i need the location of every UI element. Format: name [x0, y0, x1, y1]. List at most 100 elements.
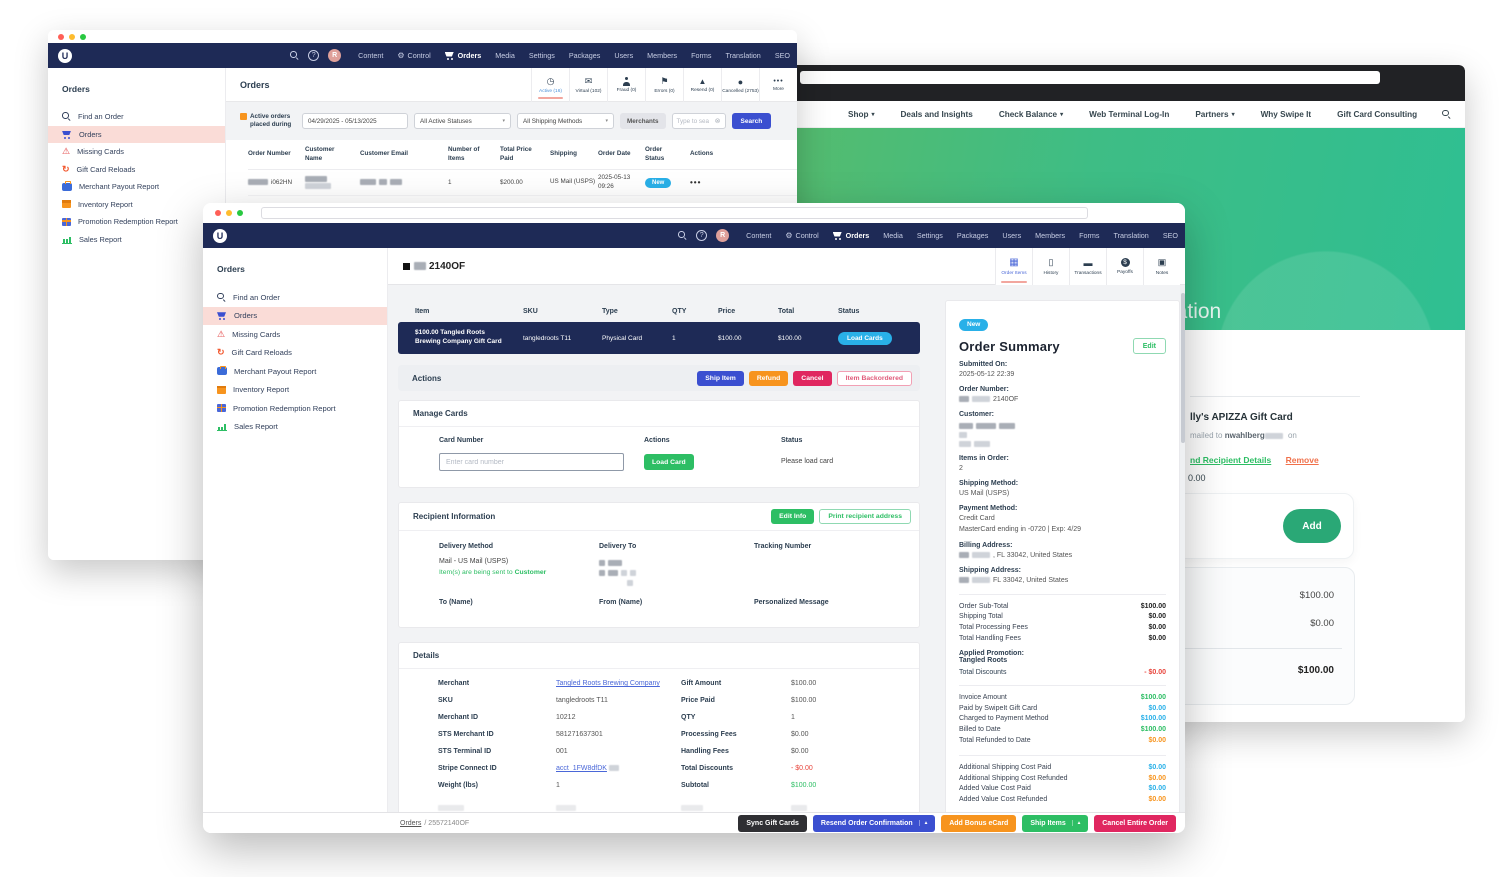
- scrollbar[interactable]: [1180, 285, 1185, 812]
- top-nav-item[interactable]: Orders: [438, 43, 489, 72]
- close-button[interactable]: [215, 210, 221, 216]
- edit-recipient-details-link[interactable]: nd Recipient Details: [1190, 455, 1272, 465]
- sidebar-item[interactable]: Sales Report: [48, 231, 225, 249]
- add-button[interactable]: Add: [1283, 509, 1341, 543]
- status-tab[interactable]: Virtual (102): [569, 68, 607, 102]
- avatar[interactable]: R: [716, 229, 730, 242]
- site-nav-item[interactable]: Check Balance ▾: [998, 109, 1064, 119]
- top-nav-item[interactable]: Forms: [691, 51, 712, 60]
- card-number-input[interactable]: [439, 453, 624, 471]
- site-nav-item[interactable]: Why Swipe It: [1260, 109, 1312, 119]
- sidebar-item[interactable]: Orders: [48, 125, 225, 143]
- sidebar-item[interactable]: Gift Card Reloads: [203, 344, 387, 363]
- avatar[interactable]: R: [328, 49, 342, 62]
- status-tab[interactable]: Errors (0): [645, 68, 683, 102]
- url-bar[interactable]: [800, 71, 1380, 84]
- top-nav-item[interactable]: Packages: [956, 231, 989, 240]
- zoom-button[interactable]: [80, 33, 86, 40]
- date-range-input[interactable]: 04/29/2025 - 05/13/2025: [302, 113, 408, 129]
- top-nav-item[interactable]: Translation: [1113, 231, 1149, 240]
- top-nav-item[interactable]: Control: [390, 43, 437, 68]
- top-nav-item[interactable]: Users: [614, 51, 634, 60]
- view-tab[interactable]: Transactions: [1069, 248, 1106, 285]
- top-nav-item[interactable]: Settings: [528, 51, 555, 60]
- status-tab[interactable]: Resend (0): [683, 68, 721, 102]
- sidebar-item[interactable]: Promotion Redemption Report: [203, 399, 387, 418]
- search-button[interactable]: Search: [731, 113, 772, 129]
- zoom-button[interactable]: [237, 210, 243, 216]
- view-tab[interactable]: Payoffs: [1106, 248, 1143, 285]
- top-nav-item[interactable]: Users: [1002, 231, 1022, 240]
- sidebar-item[interactable]: Missing Cards: [48, 143, 225, 161]
- site-nav-item[interactable]: Web Terminal Log-In: [1089, 109, 1170, 119]
- view-tab[interactable]: Order Items: [995, 248, 1032, 285]
- sidebar-item[interactable]: Orders: [203, 306, 387, 325]
- status-tab[interactable]: Fraud (0): [607, 68, 645, 102]
- footer-action-button[interactable]: Add Bonus eCard: [941, 814, 1017, 832]
- action-button[interactable]: Cancel: [793, 370, 832, 386]
- minimize-button[interactable]: [69, 33, 75, 40]
- top-nav-item[interactable]: Control: [778, 223, 825, 248]
- remove-item-link[interactable]: Remove: [1285, 455, 1319, 465]
- footer-action-button[interactable]: Resend Order Confirmation ▴: [812, 814, 936, 832]
- close-button[interactable]: [58, 33, 64, 40]
- sidebar-item[interactable]: Find an Order: [48, 108, 225, 126]
- sidebar-item[interactable]: Promotion Redemption Report: [48, 213, 225, 231]
- url-bar[interactable]: [261, 207, 1088, 219]
- print-recipient-address-button[interactable]: Print recipient address: [819, 509, 911, 524]
- merchant-search-input[interactable]: Type to sea ⊗: [671, 113, 726, 129]
- top-nav-item[interactable]: Forms: [1079, 231, 1100, 240]
- merchants-button[interactable]: Merchants: [620, 113, 666, 129]
- top-nav-item[interactable]: SEO: [774, 51, 790, 60]
- sidebar-item[interactable]: Sales Report: [203, 418, 387, 437]
- view-tab[interactable]: History: [1032, 248, 1069, 285]
- load-card-button[interactable]: Load Card: [644, 454, 694, 470]
- view-tab[interactable]: Notes: [1143, 248, 1180, 285]
- top-nav-item[interactable]: Packages: [568, 51, 601, 60]
- order-item-row[interactable]: $100.00 Tangled Roots Brewing Company Gif…: [398, 322, 920, 354]
- breadcrumb-orders-link[interactable]: Orders: [400, 819, 422, 827]
- action-button[interactable]: Item Backordered: [836, 370, 912, 386]
- sidebar-item[interactable]: Inventory Report: [203, 381, 387, 400]
- top-nav-item[interactable]: Translation: [725, 51, 761, 60]
- help-icon[interactable]: ?: [696, 230, 708, 241]
- top-nav-item[interactable]: Members: [647, 51, 678, 60]
- top-nav-item[interactable]: Media: [883, 231, 903, 240]
- search-icon[interactable]: [678, 231, 687, 240]
- footer-action-button[interactable]: Cancel Entire Order: [1094, 814, 1176, 832]
- scrollbar-thumb[interactable]: [1180, 293, 1185, 443]
- load-cards-button[interactable]: Load Cards: [838, 331, 892, 345]
- edit-order-button[interactable]: Edit: [1132, 338, 1166, 354]
- status-select[interactable]: All Active Statuses ▾: [414, 113, 511, 129]
- sidebar-item[interactable]: Merchant Payout Report: [203, 362, 387, 381]
- action-button[interactable]: Ship Item: [697, 370, 744, 386]
- help-icon[interactable]: ?: [308, 50, 320, 61]
- site-nav-item[interactable]: Gift Card Consulting: [1337, 109, 1418, 119]
- site-nav-item[interactable]: Deals and Insights: [900, 109, 973, 119]
- top-nav-item[interactable]: Content: [358, 51, 384, 60]
- search-icon[interactable]: [1442, 109, 1451, 119]
- edit-info-button[interactable]: Edit Info: [771, 509, 815, 524]
- top-nav-item[interactable]: Content: [746, 231, 772, 240]
- status-tab[interactable]: Cancelled (2753): [721, 68, 759, 102]
- top-nav-item[interactable]: Orders: [826, 223, 877, 252]
- status-tab[interactable]: More: [759, 68, 797, 102]
- table-row[interactable]: i062HN 1 $200.00 US Mail (USPS) 2025-05-…: [248, 170, 797, 196]
- top-nav-item[interactable]: Media: [495, 51, 515, 60]
- search-icon[interactable]: [290, 51, 299, 60]
- sidebar-item[interactable]: Merchant Payout Report: [48, 178, 225, 196]
- shipping-select[interactable]: All Shipping Methods ▾: [517, 113, 614, 129]
- sidebar-item[interactable]: Find an Order: [203, 288, 387, 307]
- footer-action-button[interactable]: Ship Items ▴: [1022, 814, 1089, 832]
- row-actions-button[interactable]: •••: [690, 178, 702, 187]
- action-button[interactable]: Refund: [748, 370, 789, 386]
- sidebar-item[interactable]: Missing Cards: [203, 325, 387, 344]
- site-nav-item[interactable]: Partners ▾: [1195, 109, 1235, 119]
- sidebar-item[interactable]: Gift Card Reloads: [48, 161, 225, 179]
- app-logo[interactable]: U: [213, 228, 227, 243]
- top-nav-item[interactable]: Settings: [916, 231, 943, 240]
- status-tab[interactable]: Active (16): [531, 68, 569, 102]
- site-nav-item[interactable]: Shop ▾: [848, 109, 875, 119]
- app-logo[interactable]: U: [58, 48, 72, 63]
- sidebar-item[interactable]: Inventory Report: [48, 196, 225, 214]
